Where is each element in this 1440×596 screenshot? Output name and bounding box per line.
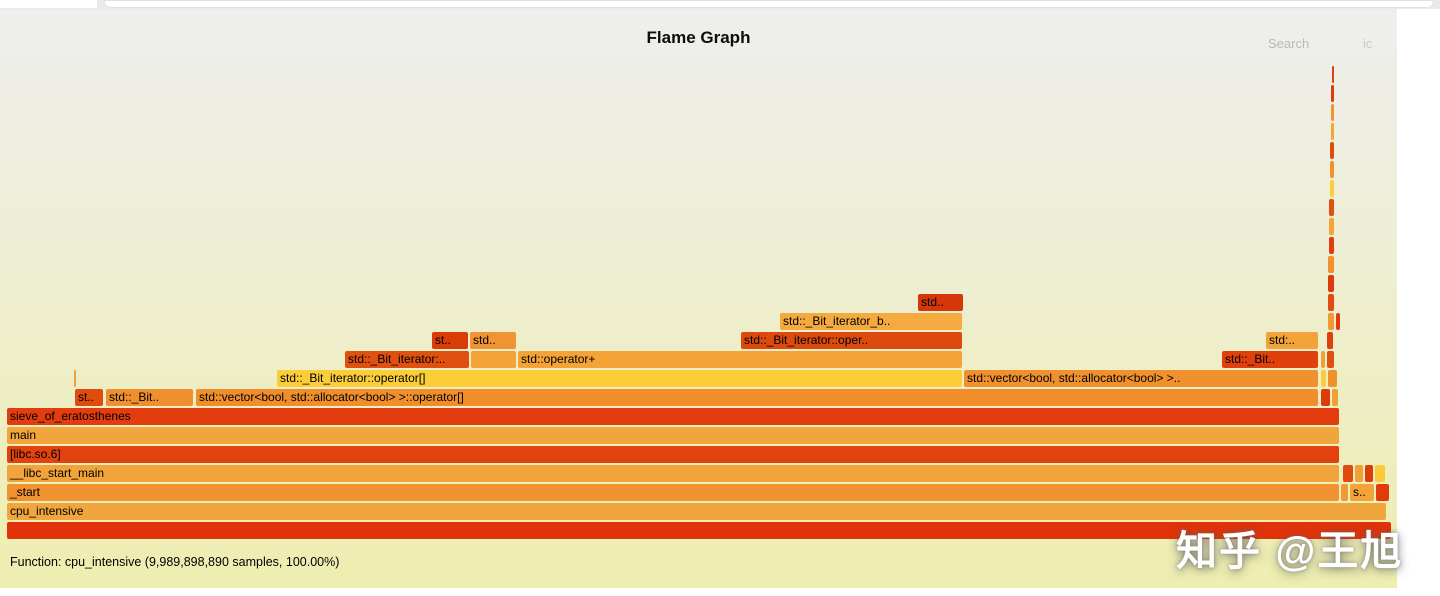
flame-frame[interactable] (1330, 161, 1334, 178)
flame-frame[interactable] (1330, 142, 1334, 159)
flame-frame[interactable] (1328, 313, 1334, 330)
browser-chrome-strip (0, 0, 1440, 9)
flame-frame[interactable] (1329, 237, 1334, 254)
flame-frame-label: std:.. (1269, 333, 1296, 347)
flame-frame[interactable] (1321, 351, 1325, 368)
chrome-left-box (0, 0, 97, 8)
flame-frame-label: std::_Bit_iterator::operator[] (280, 371, 426, 385)
function-details-status: Function: cpu_intensive (9,989,898,890 s… (10, 555, 340, 569)
flame-frame[interactable]: cpu_intensive (7, 503, 1386, 520)
flame-frame[interactable] (1330, 180, 1334, 197)
flame-frame[interactable] (1321, 370, 1326, 387)
flame-frame[interactable]: std::_Bit_iterator:.. (345, 351, 469, 368)
flame-frame[interactable] (1328, 256, 1334, 273)
flame-frame[interactable] (1355, 465, 1363, 482)
flame-frame[interactable]: std.. (470, 332, 516, 349)
flame-frame[interactable] (1328, 275, 1334, 292)
flame-frame[interactable] (1328, 294, 1334, 311)
flame-frame[interactable]: std::_Bit_iterator::operator[] (277, 370, 962, 387)
flame-frame[interactable]: [libc.so.6] (7, 446, 1339, 463)
flame-frame-label: std::_Bit_iterator_b.. (783, 314, 891, 328)
flame-frame-label: main (10, 428, 37, 442)
flame-frame[interactable]: __libc_start_main (7, 465, 1339, 482)
flame-frame-label: std::_Bit_iterator::oper.. (744, 333, 869, 347)
flame-frame[interactable] (1375, 465, 1385, 482)
flame-frame[interactable] (1329, 199, 1334, 216)
flame-frame[interactable] (1376, 484, 1389, 501)
flame-frame[interactable]: std::operator+ (518, 351, 962, 368)
flame-frame[interactable] (1365, 465, 1373, 482)
flame-frame[interactable] (1332, 389, 1338, 406)
flame-frame[interactable]: std::_Bit.. (1222, 351, 1318, 368)
flame-frame[interactable]: st.. (75, 389, 103, 406)
flame-frame[interactable] (74, 370, 76, 387)
flame-frame-label: sieve_of_eratosthenes (10, 409, 131, 423)
flame-frame[interactable]: sieve_of_eratosthenes (7, 408, 1339, 425)
flame-frame[interactable]: s.. (1350, 484, 1374, 501)
flame-frame[interactable]: std::_Bit.. (106, 389, 193, 406)
flame-frame-label: std::_Bit.. (1225, 352, 1276, 366)
page-title: Flame Graph (646, 28, 751, 47)
flame-frame[interactable]: std::_Bit_iterator_b.. (780, 313, 962, 330)
flame-frame[interactable]: std::vector<bool, std::allocator<bool> >… (196, 389, 1318, 406)
corner-clipped-text: ic (1363, 36, 1373, 51)
flame-frame[interactable] (471, 351, 516, 368)
flame-frame[interactable] (1327, 351, 1334, 368)
chrome-omnibox-edge (104, 0, 1434, 8)
flame-frame-label: _start (10, 485, 41, 499)
flame-frame[interactable]: std:.. (1266, 332, 1318, 349)
flame-frame[interactable]: _start (7, 484, 1339, 501)
flame-frame[interactable] (1321, 389, 1330, 406)
flame-frame[interactable]: st.. (432, 332, 468, 349)
flame-frame-label: std.. (921, 295, 944, 309)
flame-frame-label: std.. (473, 333, 496, 347)
flame-frame-label: st.. (78, 390, 95, 404)
flame-frame[interactable] (1331, 85, 1334, 102)
flame-frame-label: std::vector<bool, std::allocator<bool> >… (199, 390, 464, 404)
flame-frame[interactable] (1332, 66, 1334, 83)
flame-frame-label: [libc.so.6] (10, 447, 61, 461)
flame-frame[interactable] (1331, 123, 1334, 140)
flame-frame-label: std::operator+ (521, 352, 596, 366)
flame-frame[interactable] (1329, 218, 1334, 235)
flame-frame[interactable] (1327, 332, 1333, 349)
flame-frame[interactable] (1343, 465, 1353, 482)
flame-frame[interactable]: std::vector<bool, std::allocator<bool> >… (964, 370, 1318, 387)
flame-frame[interactable]: main (7, 427, 1339, 444)
flame-frame[interactable] (7, 522, 1391, 539)
flame-frame-label: cpu_intensive (10, 504, 84, 518)
flame-frame[interactable] (1331, 104, 1334, 121)
flame-frame-label: st.. (435, 333, 452, 347)
watermark-text: 知乎 @王旭 (1176, 528, 1404, 574)
flame-frame[interactable] (1328, 370, 1337, 387)
flame-frame[interactable] (1341, 484, 1348, 501)
flame-frame[interactable]: std::_Bit_iterator::oper.. (741, 332, 962, 349)
flamegraph-canvas: Flame Graph Search ic cpu_intensive _star… (0, 9, 1401, 588)
flame-frame-label: std::vector<bool, std::allocator<bool> >… (967, 371, 1181, 385)
flame-frame[interactable]: std.. (918, 294, 963, 311)
flame-frame-label: std::_Bit_iterator:.. (348, 352, 446, 366)
flame-frame-label: std::_Bit.. (109, 390, 160, 404)
flame-frame[interactable] (1336, 313, 1340, 330)
flame-frame-label: __libc_start_main (10, 466, 105, 480)
flame-frame-label: s.. (1353, 485, 1366, 499)
search-button[interactable]: Search (1268, 36, 1310, 51)
